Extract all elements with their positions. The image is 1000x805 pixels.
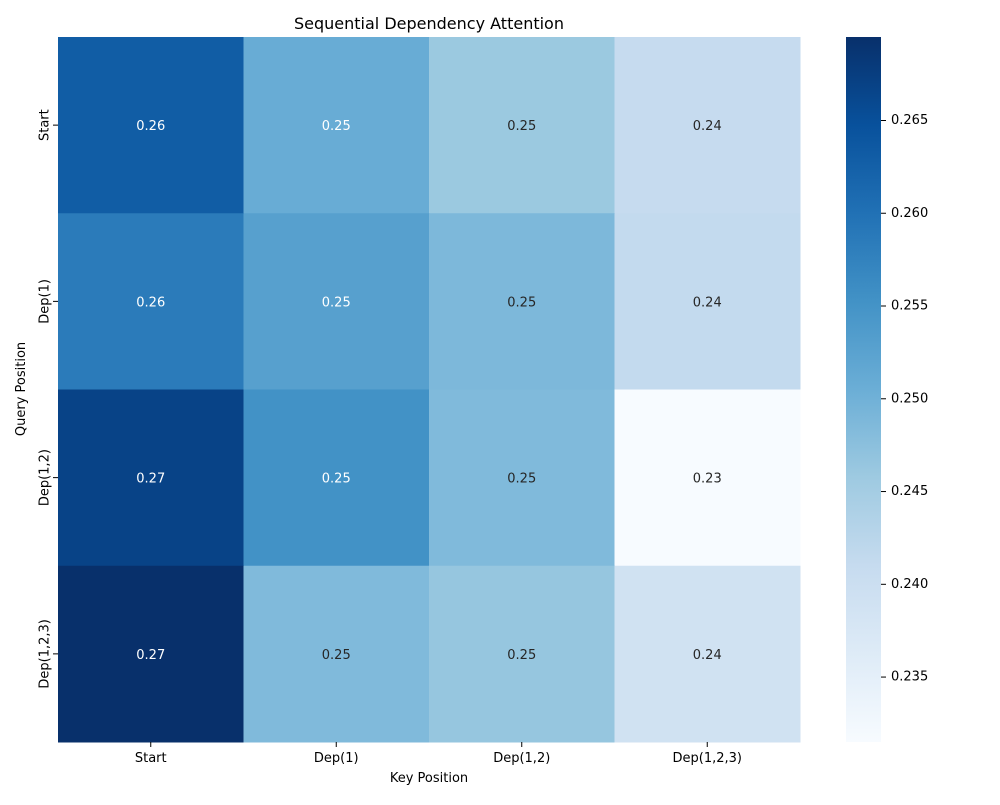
colorbar-tick-label: 0.255 [891, 299, 928, 314]
cell-value-label: 0.25 [322, 119, 351, 134]
heatmap-cell [243, 37, 430, 214]
cell-value-label: 0.23 [693, 472, 722, 487]
colorbar: 0.235 0.240 0.245 0.250 0.255 0.260 0.265 [846, 37, 928, 742]
x-tick-label: Dep(1,2) [493, 751, 550, 766]
colorbar-tick-label: 0.260 [891, 206, 928, 221]
heatmap-cell [58, 565, 244, 743]
heatmap-cell [614, 213, 801, 390]
heatmap-cell [429, 389, 615, 567]
cell-value-label: 0.25 [322, 648, 351, 663]
cell-value-label: 0.25 [507, 648, 536, 663]
heatmap-cells [58, 37, 801, 743]
colorbar-tick-label: 0.265 [891, 113, 928, 128]
y-axis-label: Query Position [14, 342, 29, 436]
heatmap-cell [614, 389, 801, 567]
heatmap-cell [429, 213, 615, 390]
heatmap-cell [243, 213, 430, 390]
colorbar-tick-label: 0.235 [891, 670, 928, 685]
cell-value-label: 0.27 [136, 648, 165, 663]
heatmap-cell [243, 565, 430, 743]
x-tick-label: Start [135, 751, 167, 766]
heatmap-cell [243, 389, 430, 567]
heatmap-cell [58, 37, 244, 214]
colorbar-gradient [846, 37, 881, 742]
cell-value-label: 0.25 [507, 472, 536, 487]
x-tick-label: Dep(1) [314, 751, 359, 766]
y-axis: Start Dep(1) Dep(1,2) Dep(1,2,3) [38, 109, 58, 689]
cell-value-label: 0.24 [693, 295, 722, 310]
heatmap-cell-labels: 0.26 0.25 0.25 0.24 0.26 0.25 0.25 0.24 0.27 0.25… [136, 119, 721, 663]
heatmap-cell [58, 389, 244, 567]
cell-value-label: 0.25 [507, 119, 536, 134]
x-tick-label: Dep(1,2,3) [673, 751, 742, 766]
cell-value-label: 0.24 [693, 119, 722, 134]
y-tick-label: Dep(1,2,3) [38, 619, 53, 688]
x-axis-label: Key Position [390, 771, 468, 786]
y-tick-label: Dep(1) [38, 279, 53, 324]
heatmap-cell [614, 37, 801, 214]
cell-value-label: 0.25 [322, 295, 351, 310]
cell-value-label: 0.24 [693, 648, 722, 663]
colorbar-tick-label: 0.240 [891, 577, 928, 592]
x-axis: Start Dep(1) Dep(1,2) Dep(1,2,3) [135, 742, 742, 766]
cell-value-label: 0.26 [136, 295, 165, 310]
chart-title: Sequential Dependency Attention [294, 14, 564, 33]
y-tick-label: Dep(1,2) [38, 449, 53, 506]
cell-value-label: 0.26 [136, 119, 165, 134]
y-tick-label: Start [38, 109, 53, 141]
heatmap-cell [58, 213, 244, 390]
colorbar-tick-label: 0.245 [891, 484, 928, 499]
heatmap-cell [429, 565, 615, 743]
colorbar-tick-label: 0.250 [891, 391, 928, 406]
cell-value-label: 0.25 [507, 295, 536, 310]
heatmap-cell [614, 565, 801, 743]
heatmap-cell [429, 37, 615, 214]
cell-value-label: 0.25 [322, 472, 351, 487]
cell-value-label: 0.27 [136, 472, 165, 487]
